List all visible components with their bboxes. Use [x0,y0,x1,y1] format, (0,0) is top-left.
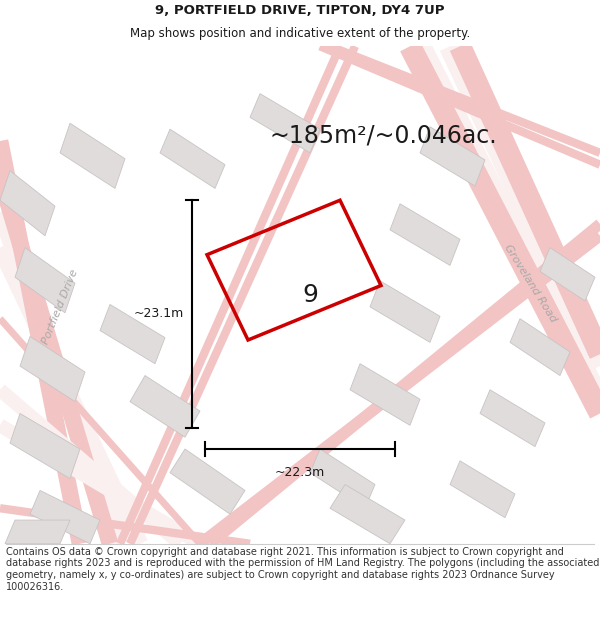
Text: ~22.3m: ~22.3m [275,466,325,479]
Text: ~185m²/~0.046ac.: ~185m²/~0.046ac. [270,123,497,148]
Polygon shape [330,484,405,544]
Polygon shape [170,449,245,514]
Polygon shape [370,281,440,342]
Polygon shape [160,129,225,188]
Polygon shape [540,248,595,301]
Text: 9, PORTFIELD DRIVE, TIPTON, DY4 7UP: 9, PORTFIELD DRIVE, TIPTON, DY4 7UP [155,4,445,17]
Polygon shape [20,336,85,402]
Polygon shape [450,461,515,518]
Polygon shape [15,248,75,312]
Text: Contains OS data © Crown copyright and database right 2021. This information is : Contains OS data © Crown copyright and d… [6,547,599,592]
Text: Map shows position and indicative extent of the property.: Map shows position and indicative extent… [130,27,470,40]
Polygon shape [310,449,375,508]
Polygon shape [30,491,100,544]
Polygon shape [390,204,460,266]
Polygon shape [100,304,165,364]
Polygon shape [130,376,200,437]
Polygon shape [510,319,570,376]
Polygon shape [5,520,70,544]
Text: ~23.1m: ~23.1m [134,308,184,321]
Text: Portfield Drive: Portfield Drive [40,268,80,346]
Polygon shape [250,94,320,153]
Polygon shape [420,127,485,186]
Polygon shape [0,171,55,236]
Polygon shape [10,414,80,479]
Polygon shape [480,390,545,447]
Text: Groveland Road: Groveland Road [502,242,558,324]
Text: 9: 9 [302,283,318,307]
Polygon shape [60,123,125,188]
Polygon shape [350,364,420,425]
